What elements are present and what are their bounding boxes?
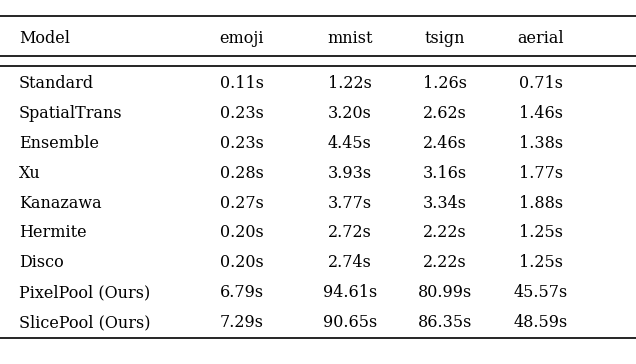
Text: 0.23s: 0.23s bbox=[220, 105, 263, 122]
Text: SlicePool (Ours): SlicePool (Ours) bbox=[19, 314, 151, 331]
Text: 0.11s: 0.11s bbox=[219, 75, 264, 92]
Text: 0.20s: 0.20s bbox=[220, 225, 263, 241]
Text: 1.25s: 1.25s bbox=[518, 225, 563, 241]
Text: Disco: Disco bbox=[19, 254, 64, 271]
Text: 1.88s: 1.88s bbox=[518, 195, 563, 211]
Text: 0.23s: 0.23s bbox=[220, 135, 263, 152]
Text: 45.57s: 45.57s bbox=[513, 284, 568, 301]
Text: 80.99s: 80.99s bbox=[418, 284, 473, 301]
Text: 2.46s: 2.46s bbox=[424, 135, 467, 152]
Text: tsign: tsign bbox=[425, 30, 466, 47]
Text: 1.46s: 1.46s bbox=[518, 105, 563, 122]
Text: 3.16s: 3.16s bbox=[423, 165, 467, 182]
Text: 0.28s: 0.28s bbox=[220, 165, 263, 182]
Text: 1.22s: 1.22s bbox=[328, 75, 371, 92]
Text: Xu: Xu bbox=[19, 165, 41, 182]
Text: 2.72s: 2.72s bbox=[328, 225, 371, 241]
Text: 6.79s: 6.79s bbox=[219, 284, 264, 301]
Text: 48.59s: 48.59s bbox=[513, 314, 568, 331]
Text: 3.34s: 3.34s bbox=[423, 195, 467, 211]
Text: 1.26s: 1.26s bbox=[423, 75, 467, 92]
Text: 1.25s: 1.25s bbox=[518, 254, 563, 271]
Text: Standard: Standard bbox=[19, 75, 94, 92]
Text: aerial: aerial bbox=[517, 30, 564, 47]
Text: 94.61s: 94.61s bbox=[322, 284, 377, 301]
Text: 2.22s: 2.22s bbox=[424, 225, 467, 241]
Text: 7.29s: 7.29s bbox=[219, 314, 264, 331]
Text: Kanazawa: Kanazawa bbox=[19, 195, 102, 211]
Text: 90.65s: 90.65s bbox=[322, 314, 377, 331]
Text: SpatialTrans: SpatialTrans bbox=[19, 105, 123, 122]
Text: Ensemble: Ensemble bbox=[19, 135, 99, 152]
Text: 3.77s: 3.77s bbox=[328, 195, 372, 211]
Text: 1.38s: 1.38s bbox=[518, 135, 563, 152]
Text: 3.20s: 3.20s bbox=[328, 105, 371, 122]
Text: 0.27s: 0.27s bbox=[220, 195, 263, 211]
Text: 2.22s: 2.22s bbox=[424, 254, 467, 271]
Text: PixelPool (Ours): PixelPool (Ours) bbox=[19, 284, 150, 301]
Text: mnist: mnist bbox=[327, 30, 373, 47]
Text: Hermite: Hermite bbox=[19, 225, 86, 241]
Text: emoji: emoji bbox=[219, 30, 264, 47]
Text: 86.35s: 86.35s bbox=[418, 314, 473, 331]
Text: 2.74s: 2.74s bbox=[328, 254, 371, 271]
Text: 3.93s: 3.93s bbox=[328, 165, 372, 182]
Text: 0.71s: 0.71s bbox=[518, 75, 563, 92]
Text: 1.77s: 1.77s bbox=[518, 165, 563, 182]
Text: 4.45s: 4.45s bbox=[328, 135, 371, 152]
Text: 2.62s: 2.62s bbox=[424, 105, 467, 122]
Text: 0.20s: 0.20s bbox=[220, 254, 263, 271]
Text: Model: Model bbox=[19, 30, 70, 47]
